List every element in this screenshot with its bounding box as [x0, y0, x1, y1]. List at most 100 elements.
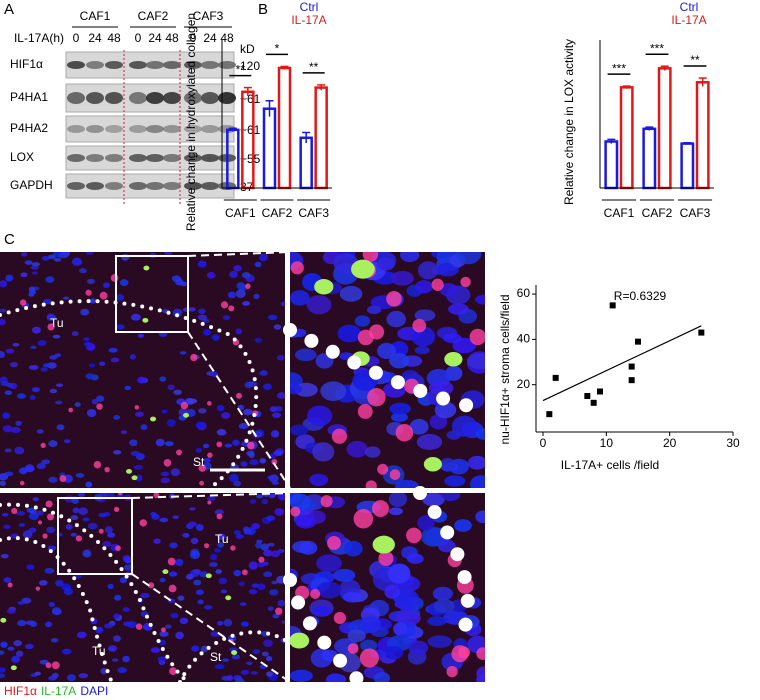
- hif-signal: [99, 291, 108, 300]
- lane-label: 48: [220, 31, 234, 45]
- trend-line: [542, 325, 702, 402]
- nucleus: [387, 563, 411, 584]
- nucleus: [58, 253, 69, 259]
- nucleus: [75, 574, 82, 579]
- nucleus: [119, 577, 127, 584]
- nucleus: [70, 532, 77, 537]
- nucleus: [12, 342, 20, 347]
- hif-signal: [460, 276, 471, 288]
- nucleus: [3, 577, 12, 583]
- nucleus: [71, 497, 80, 504]
- panel-letter: C: [4, 231, 15, 248]
- nucleus: [202, 443, 210, 449]
- hif-signal: [247, 441, 255, 450]
- x-tick-label: CAF3: [298, 206, 329, 220]
- nucleus: [406, 553, 424, 564]
- hif-signal: [365, 480, 377, 488]
- il17-signal: [314, 279, 334, 295]
- nucleus: [389, 402, 411, 415]
- hif-signal: [372, 500, 389, 518]
- hif-signal: [115, 545, 121, 552]
- nucleus: [0, 318, 6, 326]
- blot-band: [201, 92, 219, 104]
- il17-signal: [142, 317, 149, 323]
- nucleus: [366, 305, 382, 315]
- nucleus: [76, 631, 87, 639]
- nucleus: [414, 346, 430, 355]
- nucleus: [360, 639, 378, 652]
- treatment-label: IL-17A(h): [14, 31, 64, 45]
- nucleus: [40, 367, 48, 372]
- y-tick-label: 40: [517, 332, 531, 346]
- nucleus: [195, 589, 204, 595]
- nucleus: [243, 408, 253, 416]
- il17-signal: [372, 535, 395, 554]
- nucleus: [193, 569, 201, 574]
- nucleus: [250, 671, 258, 675]
- nucleus: [78, 673, 89, 679]
- blot-band: [67, 182, 85, 190]
- x-tick-label: CAF2: [262, 206, 293, 220]
- nucleus: [251, 523, 261, 530]
- blot-band: [146, 154, 164, 162]
- blot-band: [146, 92, 164, 104]
- nucleus: [260, 370, 268, 374]
- nucleus: [174, 558, 184, 567]
- legend-entry: Ctrl: [300, 0, 319, 14]
- nucleus: [227, 291, 236, 299]
- nucleus: [277, 600, 285, 607]
- nucleus: [241, 272, 251, 279]
- nucleus: [189, 507, 196, 511]
- nucleus: [364, 446, 381, 458]
- blot-band: [105, 154, 123, 162]
- nucleus: [130, 313, 141, 321]
- nucleus: [204, 605, 213, 610]
- blot-size: ~61: [240, 123, 261, 137]
- nucleus: [254, 261, 262, 268]
- nucleus: [119, 279, 129, 287]
- hif-signal: [204, 543, 210, 549]
- nucleus: [86, 408, 97, 418]
- nucleus: [98, 513, 107, 518]
- nucleus: [439, 283, 458, 297]
- nucleus: [451, 415, 478, 437]
- nucleus: [29, 621, 38, 627]
- x-tick-label: 10: [600, 436, 614, 450]
- nucleus: [0, 351, 6, 359]
- nucleus: [0, 641, 8, 648]
- nucleus: [43, 299, 53, 305]
- nucleus: [168, 571, 178, 577]
- nucleus: [211, 334, 220, 341]
- region-label: St: [193, 455, 205, 469]
- nucleus: [116, 324, 125, 330]
- nucleus: [121, 253, 130, 261]
- hif-signal: [11, 507, 18, 515]
- nucleus: [469, 475, 485, 488]
- blot-band: [129, 125, 147, 133]
- lane-label: 48: [107, 31, 121, 45]
- nucleus: [173, 389, 182, 395]
- lane-label: 0: [73, 31, 80, 45]
- nucleus: [388, 507, 403, 516]
- nucleus: [306, 295, 332, 315]
- legend-entry: Ctrl: [680, 0, 699, 14]
- nucleus: [78, 268, 88, 274]
- il17-signal: [183, 412, 190, 418]
- nucleus: [41, 255, 50, 261]
- hif-signal: [310, 588, 321, 599]
- nucleus: [339, 285, 363, 302]
- hif-signal: [163, 458, 172, 467]
- nucleus: [240, 461, 248, 467]
- nucleus: [85, 481, 93, 488]
- nucleus: [343, 540, 363, 557]
- il17-signal: [0, 617, 7, 623]
- nucleus: [159, 517, 169, 523]
- nucleus: [209, 562, 218, 567]
- blot-band: [86, 154, 104, 162]
- nucleus: [312, 442, 335, 462]
- lane-label: 48: [165, 31, 179, 45]
- nucleus: [31, 326, 41, 334]
- nucleus: [337, 324, 362, 343]
- bar: [604, 140, 619, 190]
- significance-label: **: [236, 63, 246, 77]
